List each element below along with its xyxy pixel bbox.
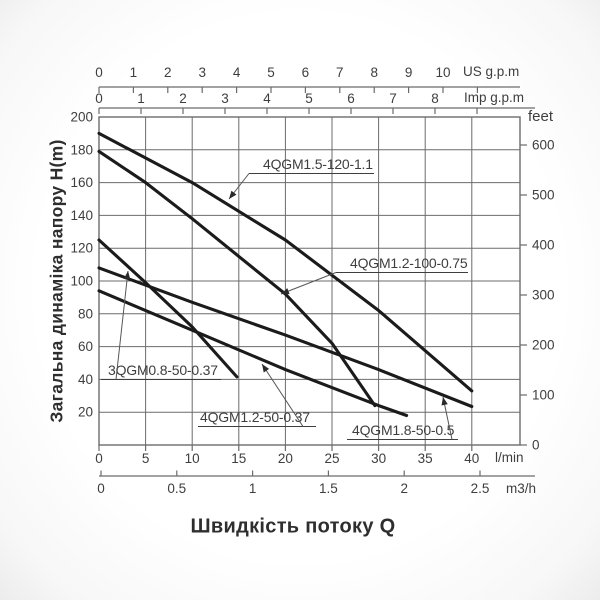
svg-text:10: 10 xyxy=(185,451,200,466)
svg-text:0: 0 xyxy=(95,91,103,106)
svg-text:2.5: 2.5 xyxy=(471,481,490,496)
svg-text:3: 3 xyxy=(221,91,229,106)
svg-text:3QGM0.8-50-0.37: 3QGM0.8-50-0.37 xyxy=(108,362,218,378)
svg-text:80: 80 xyxy=(78,306,93,321)
svg-text:0: 0 xyxy=(97,481,105,496)
svg-text:20: 20 xyxy=(278,451,293,466)
svg-text:160: 160 xyxy=(70,175,93,190)
svg-text:6: 6 xyxy=(302,65,310,80)
svg-text:4: 4 xyxy=(263,91,271,106)
svg-text:180: 180 xyxy=(70,142,93,157)
svg-text:35: 35 xyxy=(418,451,433,466)
svg-text:25: 25 xyxy=(324,451,339,466)
svg-text:6: 6 xyxy=(347,91,355,106)
svg-text:5: 5 xyxy=(305,91,313,106)
svg-text:4QGM1.2-100-0.75: 4QGM1.2-100-0.75 xyxy=(350,255,468,271)
svg-text:2: 2 xyxy=(400,481,408,496)
svg-text:120: 120 xyxy=(70,241,93,256)
svg-text:3: 3 xyxy=(198,65,206,80)
l-min-axis-unit: l/min xyxy=(495,450,524,465)
svg-text:1.5: 1.5 xyxy=(319,481,338,496)
svg-text:5: 5 xyxy=(142,451,150,466)
svg-text:10: 10 xyxy=(435,65,450,80)
svg-text:1: 1 xyxy=(249,481,257,496)
y-axis-title: Загальна динаміка напору H(m) xyxy=(46,139,67,423)
svg-text:7: 7 xyxy=(389,91,397,106)
svg-text:2: 2 xyxy=(164,65,172,80)
feet-axis-unit: feet xyxy=(528,108,554,125)
svg-text:0: 0 xyxy=(95,451,103,466)
svg-text:400: 400 xyxy=(532,238,555,253)
us-gpm-axis-unit: US g.p.m xyxy=(463,64,520,79)
svg-text:0: 0 xyxy=(95,65,103,80)
svg-text:30: 30 xyxy=(371,451,386,466)
svg-text:300: 300 xyxy=(532,288,555,303)
svg-text:1: 1 xyxy=(130,65,138,80)
svg-text:4QGM1.8-50-0.5: 4QGM1.8-50-0.5 xyxy=(352,422,455,438)
svg-text:40: 40 xyxy=(464,451,479,466)
svg-text:140: 140 xyxy=(70,208,93,223)
imp-gpm-axis-unit: Imp g.p.m xyxy=(464,90,525,105)
svg-text:100: 100 xyxy=(532,388,555,403)
svg-text:100: 100 xyxy=(70,274,93,289)
svg-text:1: 1 xyxy=(137,91,145,106)
x-axis-title: Швидкість потоку Q xyxy=(190,515,396,538)
svg-text:8: 8 xyxy=(431,91,439,106)
svg-text:40: 40 xyxy=(78,372,93,387)
svg-text:200: 200 xyxy=(532,338,555,353)
svg-text:2: 2 xyxy=(179,91,187,106)
svg-text:60: 60 xyxy=(78,339,93,354)
m3h-axis-unit: m3/h xyxy=(506,481,537,496)
svg-text:8: 8 xyxy=(370,65,378,80)
svg-text:4: 4 xyxy=(233,65,241,80)
svg-text:4QGM1.5-120-1.1: 4QGM1.5-120-1.1 xyxy=(263,156,373,172)
svg-text:20: 20 xyxy=(78,405,93,420)
svg-text:4QGM1.2-50-0.37: 4QGM1.2-50-0.37 xyxy=(200,409,310,425)
svg-text:0.5: 0.5 xyxy=(167,481,186,496)
svg-text:500: 500 xyxy=(532,188,555,203)
svg-text:9: 9 xyxy=(405,65,413,80)
svg-text:200: 200 xyxy=(70,110,93,125)
svg-text:7: 7 xyxy=(336,65,344,80)
svg-text:0: 0 xyxy=(532,438,540,453)
svg-text:600: 600 xyxy=(532,138,555,153)
svg-text:15: 15 xyxy=(231,451,246,466)
svg-text:5: 5 xyxy=(267,65,275,80)
